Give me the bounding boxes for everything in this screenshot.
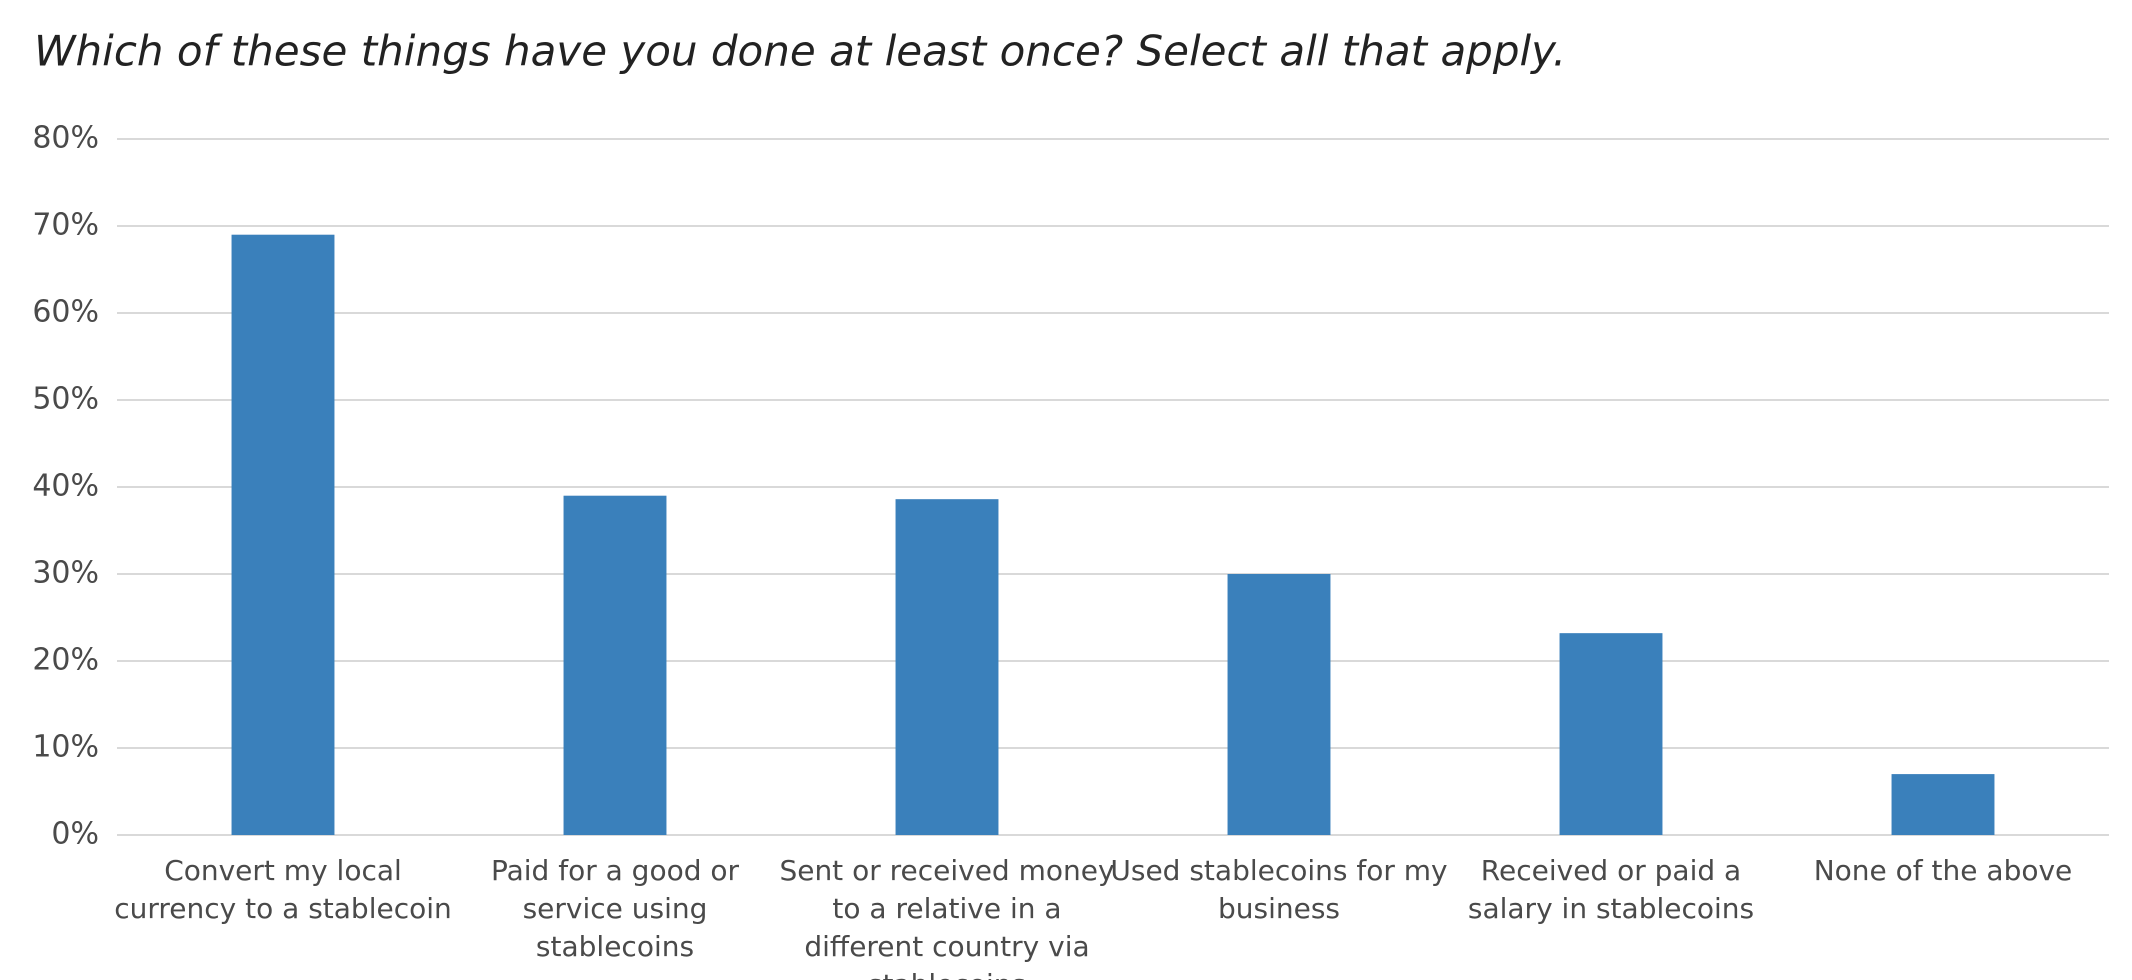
y-tick-label: 60% [32,295,99,330]
x-tick-label: Sent or received money to a relative in … [779,854,1115,980]
y-tick-label: 40% [32,469,99,504]
y-tick-label: 20% [32,643,99,678]
x-tick-label: Used stablecoins for my business [1110,854,1448,925]
bar [1891,774,1995,835]
x-tick-label: Received or paid a salary in stablecoins [1467,854,1755,925]
y-tick-label: 10% [32,730,99,765]
bar [895,499,999,835]
y-tick-label: 30% [32,556,99,591]
y-tick-label: 50% [32,382,99,417]
bar [231,234,335,835]
y-tick-label: 80% [32,121,99,156]
bar [1559,633,1663,835]
x-tick-label: Paid for a good or service using stablec… [490,854,740,963]
x-tick-label: Convert my local currency to a stablecoi… [114,854,452,925]
bar [563,495,667,835]
x-tick-label: None of the above [1813,854,2073,887]
bar [1227,574,1331,835]
y-tick-label: 70% [32,208,99,243]
chart-title: Which of these things have you done at l… [34,27,1566,76]
y-tick-label: 0% [51,817,99,852]
